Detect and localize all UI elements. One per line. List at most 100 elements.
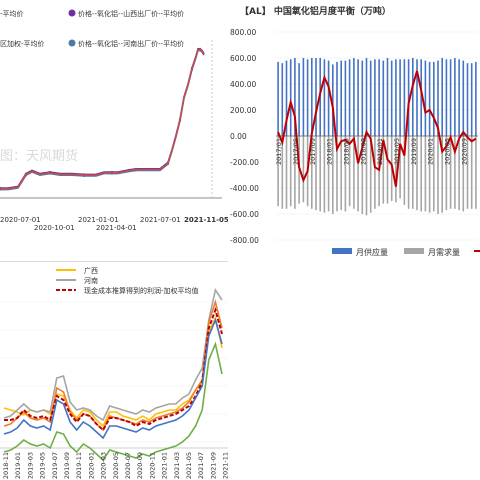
supply-bar (445, 59, 448, 136)
x-tick-row1-3: 2021-07-01 (140, 216, 181, 224)
price-point (134, 168, 138, 171)
chart-title: 【AL】 中国氧化铝月度平衡（万吨） (240, 5, 391, 17)
supply-bar (428, 61, 431, 136)
alumina-profit-chart: 广西 河南 现金成本推算得到的利润-加权平均值 2018-11 2019-01 2019-… (0, 262, 240, 480)
legend-label-1: 月供应量 (356, 247, 388, 257)
y-tick-label: -200.00 (230, 158, 259, 167)
x-tick-label: 2020-07 (124, 452, 132, 479)
supply-bar (315, 58, 317, 136)
supply-bar (462, 60, 465, 136)
demand-bar (454, 136, 456, 209)
x-tick-label: 2018/05 (342, 138, 350, 165)
demand-bar (386, 136, 389, 204)
supply-bar (424, 60, 427, 136)
x-tick-label: 2019-11 (75, 452, 83, 479)
price-point (82, 174, 86, 177)
demand-bar (336, 136, 338, 212)
demand-bar (302, 136, 305, 203)
x-tick-label: 2020/09 (460, 138, 468, 165)
legend-swatch-2 (404, 248, 424, 254)
demand-bar (365, 136, 368, 216)
demand-bar (428, 136, 431, 213)
x-tick-row1-1: 2020-07-01 (0, 216, 41, 224)
demand-bar (323, 136, 326, 213)
demand-bar (289, 136, 292, 207)
x-tick-label: 2017/01 (275, 138, 283, 165)
x-tick-label: 2021-07 (197, 452, 205, 479)
supply-bar (361, 60, 364, 136)
demand-bar (462, 136, 465, 212)
x-tick-row2-2: 2021-04-01 (96, 224, 137, 232)
supply-bar (386, 58, 389, 136)
demand-bar (475, 136, 477, 209)
legend-marker-1 (68, 9, 76, 17)
alumina-balance-chart-svg: 【AL】 中国氧化铝月度平衡（万吨） 800.00 600.00 400.00 200.… (230, 5, 480, 257)
supply-bar (285, 60, 288, 136)
supply-bar (374, 59, 376, 136)
demand-bar (353, 136, 355, 209)
price-point (48, 171, 52, 174)
supply-bar (289, 59, 292, 136)
legend-swatch-1 (332, 248, 352, 254)
supply-bar (357, 59, 359, 136)
x-tick-label: 2021-09 (209, 452, 217, 479)
x-tick-label: 2018/01 (326, 138, 334, 165)
profit-series-2 (3, 287, 223, 422)
x-tick-row1-2: 2021-01-01 (78, 216, 119, 224)
supply-bar (449, 59, 452, 136)
legend-label-2: 价格--氧化铝--河南出厂价--平均价 (78, 39, 184, 48)
demand-bar (361, 136, 364, 214)
supply-bar (416, 59, 418, 136)
x-tick-label: 2019-01 (14, 452, 22, 479)
supply-bar (441, 58, 443, 136)
price-point (198, 48, 202, 51)
price-series-1 (0, 47, 205, 189)
demand-bar (466, 136, 469, 209)
alumina-balance-chart: 【AL】 中国氧化铝月度平衡（万吨） 800.00 600.00 400.00 200.… (228, 0, 480, 262)
x-tick-label: 2020/01 (427, 138, 435, 165)
supply-bar (407, 59, 410, 136)
y-tick-label: 400.00 (230, 80, 256, 89)
demand-bar (449, 136, 452, 209)
demand-bar (374, 136, 376, 209)
y-tick-label: -600.00 (230, 210, 259, 219)
supply-bar (336, 61, 338, 136)
x-tick-row2-1: 2020-10-01 (34, 224, 75, 232)
demand-bar (315, 136, 317, 211)
supply-bar (378, 59, 380, 136)
demand-bar (441, 136, 443, 213)
supply-bar (420, 59, 422, 136)
y-tick-label: 600.00 (230, 54, 256, 63)
supply-bar (340, 60, 342, 136)
demand-bar (395, 136, 397, 203)
supply-bar (302, 58, 305, 136)
supply-bar (298, 63, 300, 137)
x-tick-label: 2019/01 (376, 138, 384, 165)
supply-bar (365, 58, 368, 136)
legend-label-2: 河南 (84, 276, 98, 285)
x-tick-label: 2019/05 (393, 138, 401, 165)
demand-bar (445, 136, 448, 211)
horizontal-divider (0, 261, 240, 262)
supply-bar (306, 59, 309, 136)
legend-label-1: 广西 (84, 266, 98, 275)
demand-bar (340, 136, 342, 211)
x-tick-label: 2020-09 (136, 452, 144, 479)
supply-bar (323, 59, 326, 136)
profit-series-5 (3, 341, 223, 462)
demand-bar (344, 136, 347, 212)
demand-bar (382, 136, 385, 204)
legend-label-1: 价格--氧化铝--山西出厂价--平均价 (78, 9, 184, 18)
x-tick-label: 2021-11 (222, 452, 230, 479)
supply-bar (475, 61, 477, 136)
x-tick-label: 2021-05 (185, 452, 193, 479)
legend-label-3: 现金成本推算得到的利润-加权平均值 (84, 286, 199, 295)
supply-bar (390, 60, 393, 136)
demand-bar (332, 136, 334, 214)
supply-bar (437, 60, 439, 136)
supply-bar (277, 61, 279, 136)
demand-bar (399, 136, 401, 199)
supply-bar (403, 59, 406, 136)
x-tick-label: 2020-01 (87, 452, 95, 479)
